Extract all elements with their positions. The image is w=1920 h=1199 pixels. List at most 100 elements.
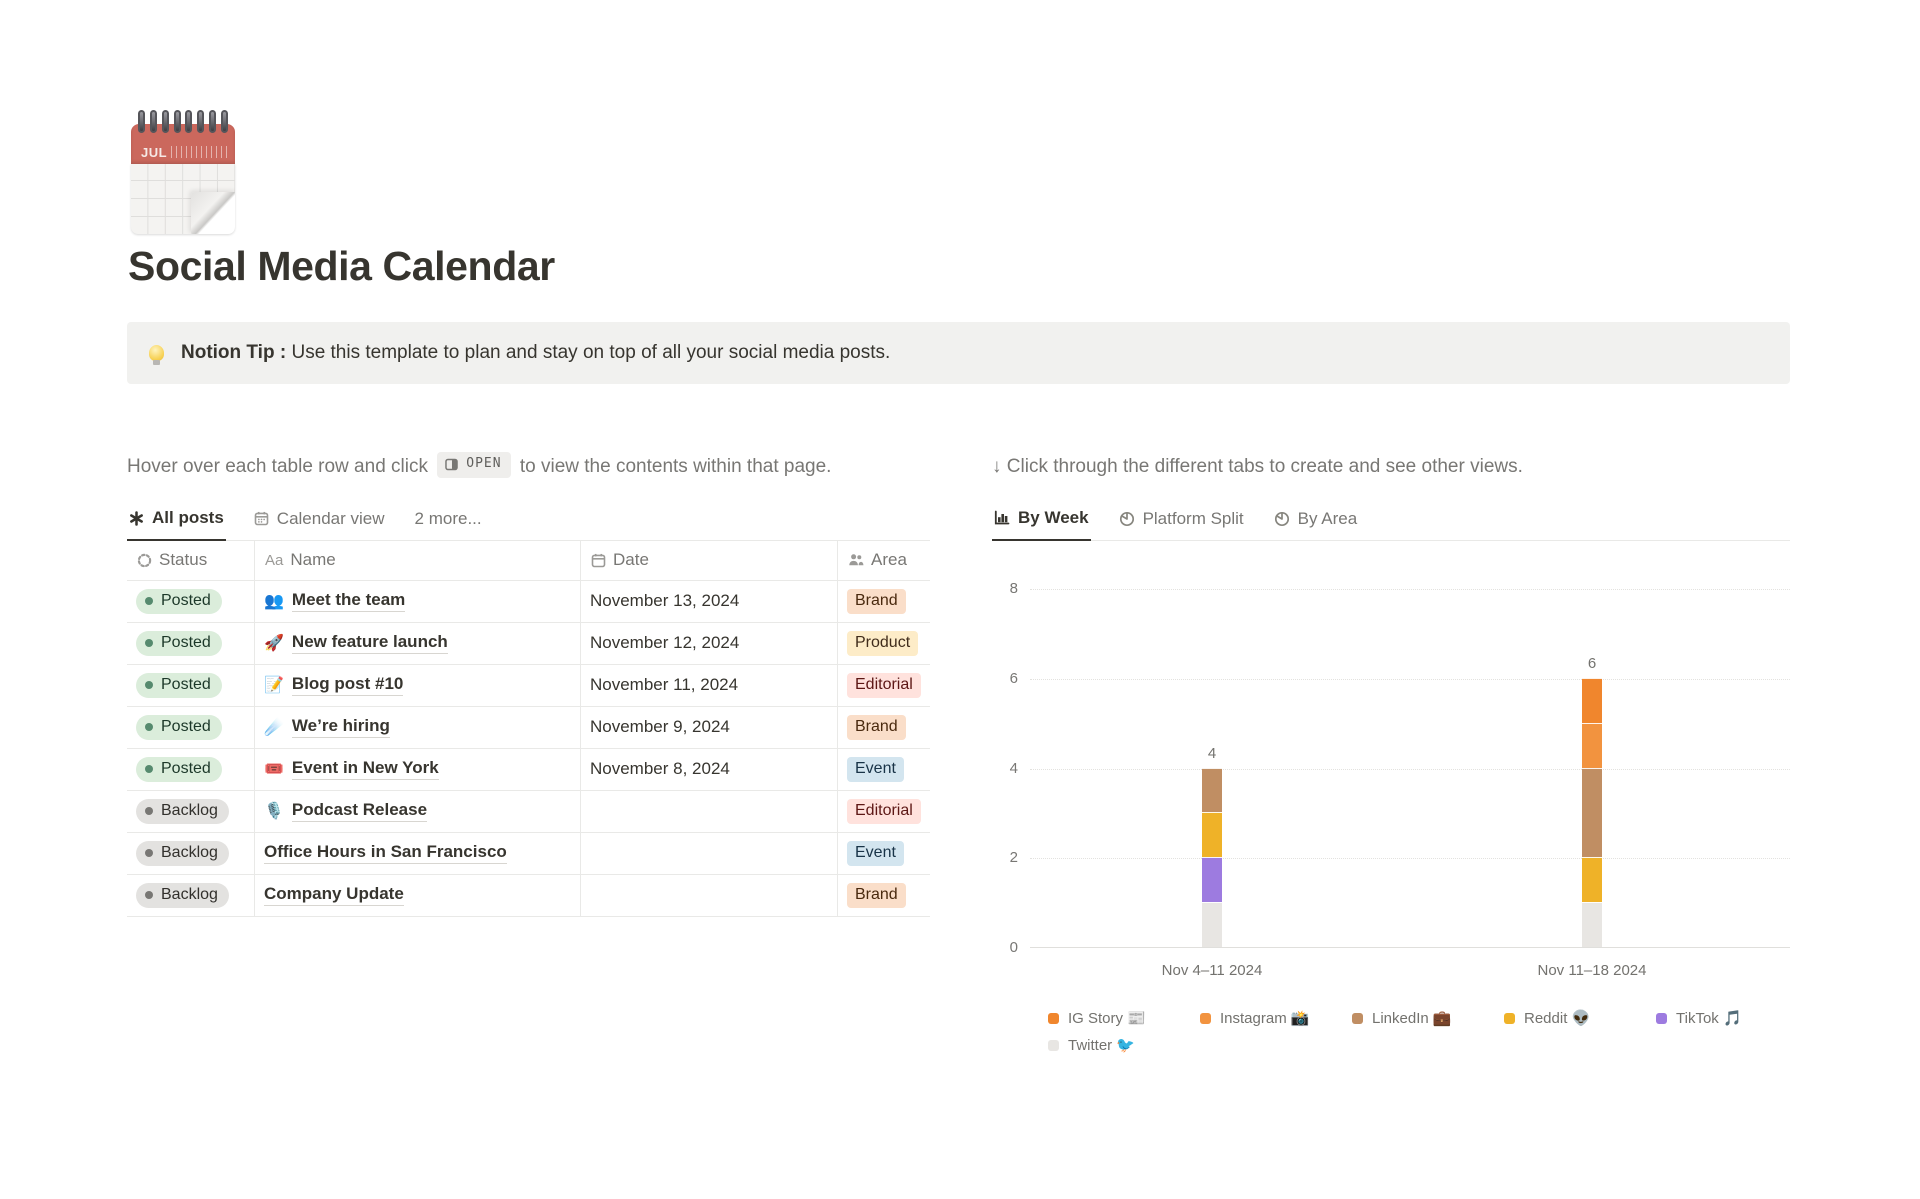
status-dot <box>145 848 153 857</box>
status-cell: Backlog <box>127 874 255 917</box>
tab-by-area[interactable]: By Area <box>1272 509 1360 540</box>
status-pill: Backlog <box>136 882 229 908</box>
column-header-status[interactable]: Status <box>127 540 255 581</box>
legend-label: TikTok 🎵 <box>1676 1010 1742 1027</box>
page-title: Social Media Calendar <box>128 243 555 289</box>
name-cell[interactable]: 🚀 New feature launch <box>255 622 581 665</box>
status-label: Posted <box>161 675 211 693</box>
status-label: Backlog <box>161 801 218 819</box>
date-cell: November 8, 2024 <box>581 748 838 791</box>
bar-segment <box>1202 902 1222 947</box>
tab-by-week[interactable]: By Week <box>992 508 1091 542</box>
area-cell: Editorial <box>838 791 930 833</box>
page-icon-spiral-calendar[interactable]: JUL <box>131 110 235 234</box>
y-axis-tick-label: 2 <box>1009 849 1018 867</box>
date-cell: November 13, 2024 <box>581 580 838 623</box>
name-cell[interactable]: 👥 Meet the team <box>255 580 581 623</box>
row-emoji-icon: 🚀 <box>264 635 284 653</box>
column-header-area[interactable]: Area <box>838 541 930 581</box>
status-dot <box>145 680 153 689</box>
row-name-link[interactable]: Meet the team <box>291 590 406 613</box>
notion-tip-callout: Notion Tip : Use this template to plan a… <box>127 322 1790 384</box>
row-name-link[interactable]: New feature launch <box>291 632 448 655</box>
name-cell[interactable]: Office Hours in San Francisco <box>255 832 581 875</box>
by-week-chart: IG Story 📰 Instagram 📸 LinkedIn 💼 Reddit 👽 T… <box>992 580 1790 1069</box>
name-cell[interactable]: 🎙️ Podcast Release <box>255 790 581 833</box>
table-body: Posted 👥 Meet the team November 13, 2024… <box>127 580 930 917</box>
table-row[interactable]: Backlog Company Update Brand <box>127 874 930 917</box>
y-axis-tick-label: 4 <box>1009 759 1018 777</box>
date-cell: November 12, 2024 <box>581 622 838 665</box>
asterisk-view-icon <box>130 511 143 526</box>
name-cell[interactable]: ☄️ We’re hiring <box>255 706 581 749</box>
tab-by-week-label: By Week <box>1018 508 1089 528</box>
legend-item: IG Story 📰 <box>1048 1009 1200 1027</box>
tab-more-views-label: 2 more... <box>414 508 482 528</box>
gridline <box>1030 768 1790 770</box>
calendar-icon <box>591 553 606 568</box>
area-cell: Brand <box>838 581 930 623</box>
area-cell: Brand <box>838 707 930 749</box>
gridline <box>1030 678 1790 680</box>
stacked-bar <box>1582 677 1602 947</box>
table-row[interactable]: Posted 📝 Blog post #10 November 11, 2024… <box>127 664 930 707</box>
column-header-date[interactable]: Date <box>581 540 838 581</box>
left-instruction: Hover over each table row and click OPEN… <box>127 452 872 481</box>
legend-swatch <box>1048 1012 1059 1024</box>
row-date: November 8, 2024 <box>590 759 730 779</box>
row-name-link[interactable]: Office Hours in San Francisco <box>264 842 507 865</box>
row-emoji-icon: 📝 <box>264 677 284 695</box>
calendar-grid <box>131 164 235 234</box>
open-badge-label: OPEN <box>466 456 502 472</box>
y-axis-tick-label: 6 <box>1009 669 1018 687</box>
callout-text: Notion Tip : Use this template to plan a… <box>181 342 890 364</box>
calendar-icon <box>254 512 269 526</box>
bar-segment <box>1582 857 1602 903</box>
row-emoji-icon: 👥 <box>264 593 284 611</box>
area-cell: Product <box>838 623 930 665</box>
row-name-link[interactable]: Blog post #10 <box>291 674 404 697</box>
tab-platform-split[interactable]: Platform Split <box>1117 509 1246 540</box>
area-cell: Event <box>838 749 930 791</box>
right-instruction: ↓ Click through the different tabs to cr… <box>992 456 1523 477</box>
table-row[interactable]: Posted 🚀 New feature launch November 12,… <box>127 622 930 665</box>
tab-all-posts[interactable]: All posts <box>127 508 226 542</box>
gridline <box>1030 589 1790 590</box>
instruction-before: Hover over each table row and click <box>127 456 428 477</box>
status-label: Posted <box>161 717 211 735</box>
legend-label: Twitter 🐦 <box>1068 1037 1136 1054</box>
y-axis-tick-label: 8 <box>1009 580 1018 597</box>
table-row[interactable]: Backlog Office Hours in San Francisco Ev… <box>127 832 930 875</box>
name-cell[interactable]: 📝 Blog post #10 <box>255 664 581 707</box>
chart-view-tabs: By Week Platform Split By Area <box>992 508 1790 542</box>
row-name-link[interactable]: Event in New York <box>291 758 439 781</box>
date-cell <box>581 832 838 875</box>
x-axis-category-label: Nov 11–18 2024 <box>1537 962 1647 979</box>
legend-label: LinkedIn 💼 <box>1372 1010 1452 1027</box>
tab-more-views[interactable]: 2 more... <box>413 509 484 540</box>
row-name-link[interactable]: We’re hiring <box>291 716 390 739</box>
row-name-link[interactable]: Company Update <box>264 884 404 907</box>
status-cell: Posted <box>127 622 255 665</box>
calendar-month-label: JUL <box>141 145 168 160</box>
table-row[interactable]: Posted 🎟️ Event in New York November 8, … <box>127 748 930 791</box>
area-tag: Brand <box>847 588 906 615</box>
people-icon <box>849 554 864 566</box>
name-cell[interactable]: 🎟️ Event in New York <box>255 748 581 791</box>
status-cell: Backlog <box>127 832 255 875</box>
table-row[interactable]: Backlog 🎙️ Podcast Release Editorial <box>127 790 930 833</box>
tab-calendar-view[interactable]: Calendar view <box>252 509 387 540</box>
legend-item: Reddit 👽 <box>1504 1009 1656 1027</box>
column-header-name[interactable]: Aa Name <box>255 540 581 581</box>
bar-segment <box>1582 767 1602 858</box>
calendar-header: JUL <box>131 124 235 164</box>
area-tag: Event <box>847 840 904 867</box>
row-emoji-icon: ☄️ <box>264 719 284 737</box>
bar-segment <box>1582 902 1602 947</box>
table-row[interactable]: Posted ☄️ We’re hiring November 9, 2024 … <box>127 706 930 749</box>
table-row[interactable]: Posted 👥 Meet the team November 13, 2024… <box>127 580 930 623</box>
name-cell[interactable]: Company Update <box>255 874 581 917</box>
row-name-link[interactable]: Podcast Release <box>291 800 428 823</box>
y-axis-tick-label: 0 <box>1009 939 1018 956</box>
legend-swatch <box>1048 1039 1059 1051</box>
